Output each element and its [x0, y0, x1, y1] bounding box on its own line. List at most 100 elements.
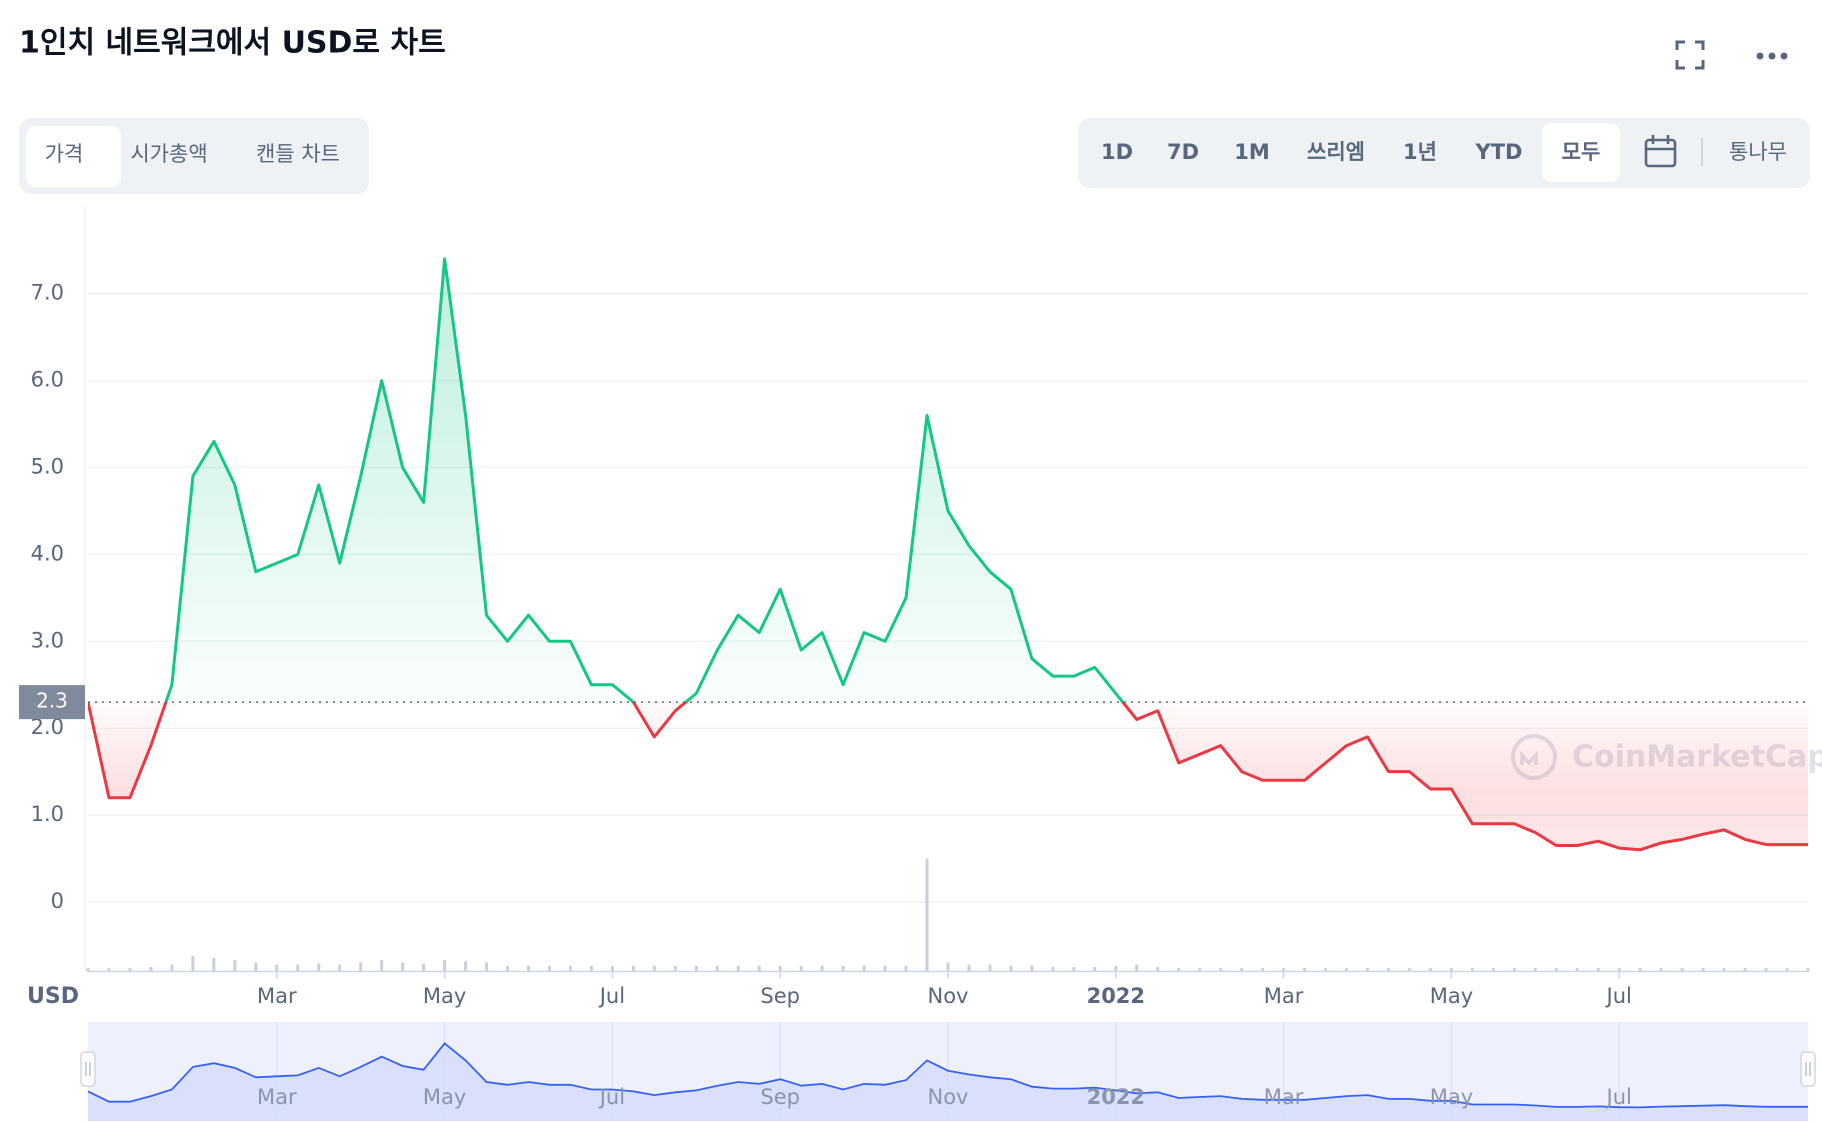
calendar-icon[interactable]: [1644, 135, 1677, 168]
volume-bar: [841, 965, 845, 972]
volume-bar: [883, 965, 887, 972]
chart-title: 1인치 네트워크에서 USD로 차트: [19, 26, 446, 61]
tab[interactable]: 가격: [45, 142, 84, 166]
x-tick-label: Mar: [257, 984, 297, 1008]
volume-bar: [1638, 968, 1642, 972]
volume-bar: [1072, 966, 1076, 972]
navigator-handle[interactable]: [80, 1051, 96, 1087]
fullscreen-glyph: [1675, 40, 1705, 70]
volume-bar: [736, 965, 740, 972]
plot-area: [88, 257, 1808, 852]
more-icon[interactable]: [1756, 52, 1788, 60]
x-tick-label: May: [423, 984, 466, 1008]
volume-bar: [862, 965, 866, 972]
volume-bar: [170, 964, 174, 972]
range-group: [1078, 118, 1810, 188]
price-area: [88, 258, 1808, 850]
navigator-label: 2022: [1087, 1085, 1145, 1109]
volume-bar: [1806, 968, 1810, 972]
volume-bar: [1764, 968, 1768, 972]
volume-bar: [1177, 968, 1181, 972]
volume-bar: [1785, 968, 1789, 972]
range-button[interactable]: 모두: [1562, 140, 1601, 164]
range-button[interactable]: 쓰리엠: [1307, 140, 1365, 164]
range-button[interactable]: YTD: [1475, 140, 1523, 164]
range-button[interactable]: 1D: [1101, 140, 1133, 164]
volume-bar: [485, 962, 489, 972]
volume-bar: [1261, 968, 1265, 972]
y-tick-label: 1.0: [31, 802, 64, 826]
x-tick-label: Nov: [928, 984, 969, 1008]
volume-bar: [107, 968, 111, 972]
x-tick-label: Mar: [1264, 984, 1304, 1008]
volume-bar: [1512, 968, 1516, 972]
volume-bar: [673, 965, 677, 972]
y-tick-label: 2.0: [31, 715, 64, 739]
handle-grip: [1805, 1062, 1811, 1076]
volume-bar: [1554, 968, 1558, 972]
volume-bar: [799, 965, 803, 972]
x-tick-label: Jul: [1605, 984, 1632, 1008]
volume-bar: [1051, 966, 1055, 972]
currency-label: USD: [27, 984, 79, 1009]
volume-bar: [631, 965, 635, 972]
volume-bar: [1240, 968, 1244, 972]
volume-bar: [1428, 968, 1432, 972]
y-tick-label: 5.0: [31, 455, 64, 479]
volume-bar: [1743, 968, 1747, 972]
y-tick-label: 7.0: [31, 281, 64, 305]
fullscreen-icon[interactable]: [1675, 40, 1705, 70]
volume-bar: [506, 965, 510, 972]
navigator-label: May: [423, 1085, 466, 1109]
navigator-label: Nov: [928, 1085, 969, 1109]
volume-bar: [526, 965, 530, 972]
navigator-label: Jul: [1605, 1085, 1632, 1109]
price-line: [88, 257, 1808, 852]
navigator-label: Mar: [1264, 1085, 1304, 1109]
dot: [1780, 52, 1788, 60]
volume-bar: [233, 960, 237, 972]
log-button[interactable]: 통나무: [1729, 140, 1787, 164]
tab[interactable]: 시가총액: [130, 142, 207, 166]
volume-bar: [1617, 968, 1621, 972]
volume-bar: [820, 965, 824, 972]
range-button[interactable]: 1M: [1234, 140, 1270, 164]
x-tick-label: May: [1430, 984, 1473, 1008]
volume-bar: [212, 957, 216, 972]
x-tick-label: 2022: [1087, 984, 1145, 1008]
volume-bar: [946, 962, 950, 972]
volume-bar: [904, 965, 908, 972]
volume-bar: [359, 962, 363, 972]
navigator-handle[interactable]: [1800, 1051, 1816, 1087]
volume-bar: [1198, 968, 1202, 972]
volume-bar: [1722, 968, 1726, 972]
volume-bar: [1491, 968, 1495, 972]
volume-bar: [443, 960, 447, 972]
navigator-line: [87, 1042, 1808, 1109]
volume-bar: [1030, 965, 1034, 972]
volume-bar: [610, 965, 614, 972]
handle-grip: [85, 1062, 91, 1076]
range-button[interactable]: 1년: [1403, 140, 1437, 164]
volume-bar: [1449, 968, 1453, 972]
volume-bar: [925, 858, 929, 972]
active-range-bg: [1542, 123, 1620, 182]
range-button[interactable]: 7D: [1167, 140, 1199, 164]
volume-bar: [380, 960, 384, 972]
active-tab-bg: [26, 126, 121, 187]
volume-bar: [1219, 968, 1223, 972]
volume-bar: [86, 968, 90, 972]
x-tick-label: Sep: [760, 984, 800, 1008]
volume-bar: [988, 964, 992, 972]
volume-bar: [547, 965, 551, 972]
volume-bar: [401, 962, 405, 972]
volume-bar: [568, 965, 572, 972]
volume-bar: [128, 968, 132, 972]
volume-bar: [1093, 966, 1097, 972]
tab[interactable]: 캔들 차트: [256, 142, 340, 166]
volume-bar: [1282, 968, 1286, 972]
volume-bar: [338, 964, 342, 972]
volume-bar: [464, 961, 468, 972]
volume-bar: [1156, 966, 1160, 972]
